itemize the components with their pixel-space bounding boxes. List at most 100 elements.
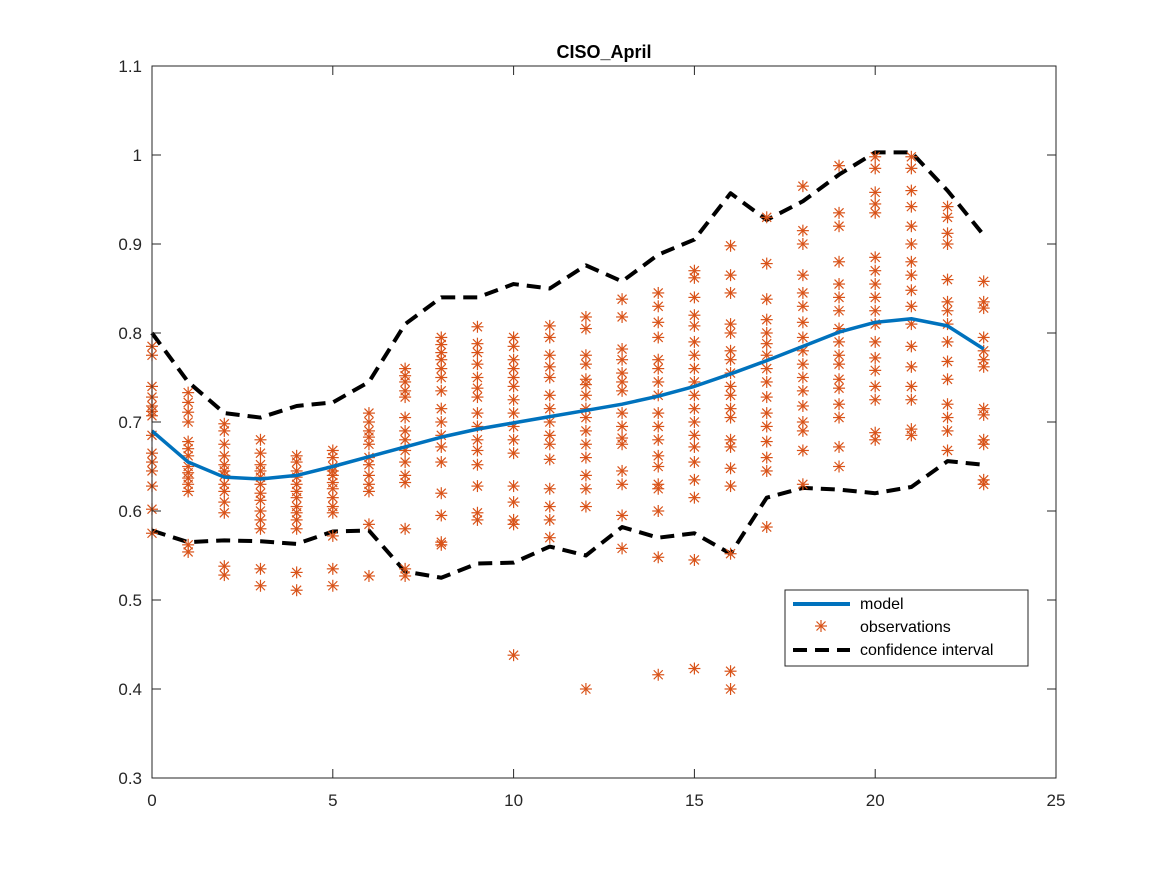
observation-point xyxy=(869,162,882,175)
observation-point xyxy=(399,569,412,582)
observation-point xyxy=(760,391,773,404)
observation-point xyxy=(254,579,267,592)
y-tick-label: 0.4 xyxy=(118,680,142,699)
observation-point xyxy=(796,180,809,193)
observation-point xyxy=(326,444,339,457)
observation-point xyxy=(905,184,918,197)
x-tick-label: 15 xyxy=(685,791,704,810)
observation-point xyxy=(724,353,737,366)
observation-point xyxy=(435,346,448,359)
observation-point xyxy=(941,211,954,224)
observation-point xyxy=(579,438,592,451)
observation-point xyxy=(796,384,809,397)
observation-point xyxy=(833,440,846,453)
observation-point xyxy=(579,683,592,695)
observation-point xyxy=(362,438,375,451)
observation-point xyxy=(760,257,773,270)
observation-point xyxy=(543,531,556,544)
observation-point xyxy=(616,343,629,356)
observation-point xyxy=(833,206,846,219)
observation-point xyxy=(616,353,629,366)
observation-point xyxy=(254,513,267,526)
observation-point xyxy=(688,319,701,332)
observation-markers xyxy=(146,150,990,695)
observation-point xyxy=(182,478,195,491)
observation-point xyxy=(833,255,846,268)
observation-point xyxy=(833,411,846,424)
observation-point xyxy=(218,424,231,437)
observation-point xyxy=(796,358,809,371)
observation-point xyxy=(254,494,267,507)
observation-point xyxy=(869,433,882,446)
observation-point xyxy=(977,360,990,373)
observation-point xyxy=(760,521,773,534)
observation-point xyxy=(796,286,809,299)
observation-point xyxy=(435,384,448,397)
y-tick-label: 0.7 xyxy=(118,413,142,432)
y-tick-label: 0.3 xyxy=(118,769,142,788)
observation-point xyxy=(471,320,484,333)
observation-point xyxy=(543,331,556,344)
observation-point xyxy=(543,453,556,466)
observation-point xyxy=(796,300,809,313)
observation-point xyxy=(507,649,520,662)
observation-point xyxy=(833,460,846,473)
y-tick-label: 1 xyxy=(133,146,142,165)
observation-point xyxy=(326,562,339,575)
observation-point xyxy=(760,327,773,339)
observation-point xyxy=(833,278,846,291)
observation-point xyxy=(688,349,701,362)
observation-point xyxy=(652,668,665,681)
observation-point xyxy=(579,322,592,335)
observation-point xyxy=(724,440,737,453)
observation-point xyxy=(218,438,231,451)
x-tick-label: 25 xyxy=(1047,791,1066,810)
observation-point xyxy=(471,358,484,371)
observation-point xyxy=(435,402,448,415)
observation-point xyxy=(869,380,882,393)
observation-point xyxy=(543,360,556,373)
observation-point xyxy=(977,478,990,491)
observation-point xyxy=(977,408,990,421)
observation-point xyxy=(435,487,448,500)
observation-point xyxy=(579,482,592,495)
observation-point xyxy=(833,304,846,317)
observation-point xyxy=(471,346,484,359)
observation-point xyxy=(796,224,809,237)
observation-point xyxy=(652,460,665,473)
observation-point xyxy=(652,551,665,564)
observation-point xyxy=(182,435,195,448)
y-tick-label: 0.8 xyxy=(118,324,142,343)
legend-label-observations: observations xyxy=(860,619,951,636)
observation-point xyxy=(941,200,954,213)
observation-point xyxy=(399,562,412,575)
observation-point xyxy=(254,562,267,575)
observation-point xyxy=(182,485,195,498)
observation-point xyxy=(326,579,339,592)
observation-point xyxy=(688,662,701,675)
observation-point xyxy=(435,331,448,344)
observation-point xyxy=(652,505,665,517)
observation-point xyxy=(507,340,520,353)
observation-point xyxy=(543,500,556,513)
observation-point xyxy=(833,220,846,233)
observation-point xyxy=(941,304,954,317)
observation-point xyxy=(254,447,267,460)
observation-point xyxy=(796,424,809,437)
observation-point xyxy=(833,291,846,304)
observation-point xyxy=(869,278,882,291)
observation-point xyxy=(688,440,701,453)
observation-point xyxy=(616,420,629,433)
observation-point xyxy=(616,509,629,522)
observation-point xyxy=(796,478,809,491)
y-tick-label: 0.5 xyxy=(118,591,142,610)
observation-point xyxy=(688,291,701,304)
observation-point xyxy=(688,389,701,402)
observation-point xyxy=(905,429,918,442)
observation-point xyxy=(796,238,809,250)
observation-point xyxy=(905,340,918,353)
y-tick-label: 0.9 xyxy=(118,235,142,254)
observation-point xyxy=(905,150,918,163)
y-tick-label: 0.6 xyxy=(118,502,142,521)
